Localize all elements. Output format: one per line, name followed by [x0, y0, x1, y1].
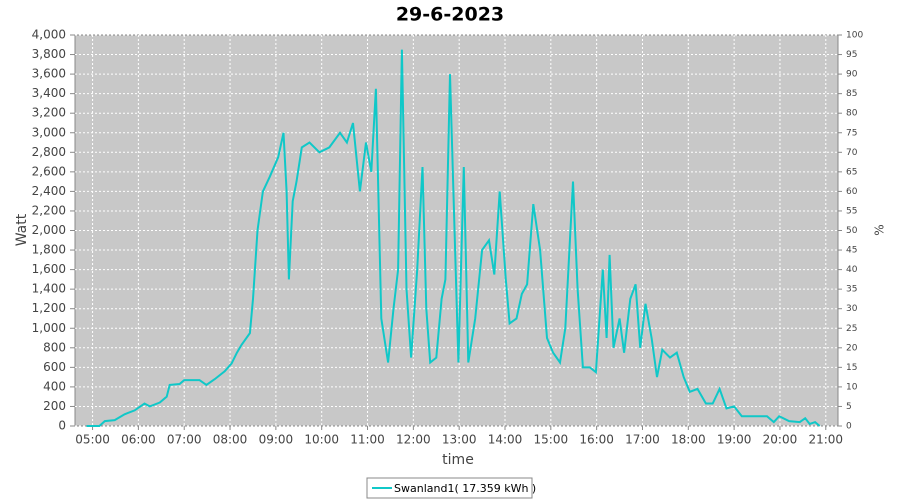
- y-tick-label: 1,400: [32, 282, 66, 296]
- y2-tick-label: 85: [846, 89, 857, 99]
- y2-tick-label: 90: [846, 70, 858, 80]
- y2-tick-label: 55: [846, 206, 857, 216]
- x-tick-label: 17:00: [625, 433, 660, 447]
- y2-tick-label: 70: [846, 148, 858, 158]
- x-tick-label: 13:00: [442, 433, 477, 447]
- y2-tick-label: 0: [846, 422, 852, 432]
- y-tick-label: 3,400: [32, 86, 66, 100]
- y2-tick-label: 15: [846, 363, 857, 373]
- y2-tick-label: 30: [846, 304, 858, 314]
- y2-tick-label: 25: [846, 324, 857, 334]
- y2-tick-label: 75: [846, 128, 857, 138]
- y-tick-label: 1,600: [32, 262, 66, 276]
- x-tick-label: 18:00: [671, 433, 706, 447]
- x-tick-label: 05:00: [75, 433, 110, 447]
- y-tick-label: 600: [43, 360, 66, 374]
- y2-axis-label: %: [873, 224, 887, 235]
- y-tick-label: 400: [43, 379, 66, 393]
- y-tick-label: 2,000: [32, 223, 66, 237]
- x-axis-label: time: [442, 452, 474, 468]
- y-tick-label: 200: [43, 399, 66, 413]
- x-tick-label: 16:00: [579, 433, 614, 447]
- x-tick-label: 09:00: [259, 433, 294, 447]
- y-tick-label: 3,000: [32, 125, 66, 139]
- legend: [366, 477, 533, 499]
- y-tick-label: 3,200: [32, 106, 66, 120]
- x-tick-label: 19:00: [717, 433, 752, 447]
- x-tick-label: 06:00: [121, 433, 156, 447]
- y2-tick-label: 100: [846, 31, 863, 41]
- y-tick-label: 2,200: [32, 203, 66, 217]
- x-tick-label: 11:00: [350, 433, 385, 447]
- y-axis-label: Watt: [14, 213, 30, 246]
- y-tick-label: 3,600: [32, 67, 66, 81]
- y2-tick-label: 65: [846, 167, 857, 177]
- x-tick-label: 08:00: [213, 433, 248, 447]
- y2-tick-label: 5: [846, 402, 852, 412]
- chart-title: 29-6-2023: [396, 4, 504, 26]
- legend-label: Swanland1( 17.359 kWh ): [394, 482, 536, 495]
- y2-tick-label: 80: [846, 109, 858, 119]
- y-tick-label: 2,800: [32, 145, 66, 159]
- x-tick-label: 20:00: [763, 433, 798, 447]
- y-tick-label: 0: [58, 419, 66, 433]
- y-tick-label: 1,200: [32, 301, 66, 315]
- y2-tick-label: 45: [846, 246, 857, 256]
- y2-tick-label: 50: [846, 226, 858, 236]
- y-tick-label: 1,800: [32, 243, 66, 257]
- x-tick-label: 14:00: [488, 433, 523, 447]
- y2-tick-label: 10: [846, 382, 858, 392]
- y2-tick-label: 60: [846, 187, 858, 197]
- x-tick-label: 07:00: [167, 433, 202, 447]
- x-tick-label: 21:00: [808, 433, 843, 447]
- y-tick-label: 4,000: [32, 28, 66, 42]
- y-tick-label: 800: [43, 340, 66, 354]
- y-tick-label: 2,600: [32, 164, 66, 178]
- x-tick-label: 12:00: [396, 433, 431, 447]
- y2-tick-label: 95: [846, 50, 857, 60]
- y2-tick-label: 20: [846, 343, 858, 353]
- data-line: [86, 49, 821, 427]
- y2-tick-label: 40: [846, 265, 858, 275]
- y2-tick-label: 35: [846, 285, 857, 295]
- x-tick-label: 15:00: [534, 433, 569, 447]
- y-tick-label: 2,400: [32, 184, 66, 198]
- x-tick-label: 10:00: [304, 433, 339, 447]
- y-tick-label: 1,000: [32, 321, 66, 335]
- y-tick-label: 3,800: [32, 47, 66, 61]
